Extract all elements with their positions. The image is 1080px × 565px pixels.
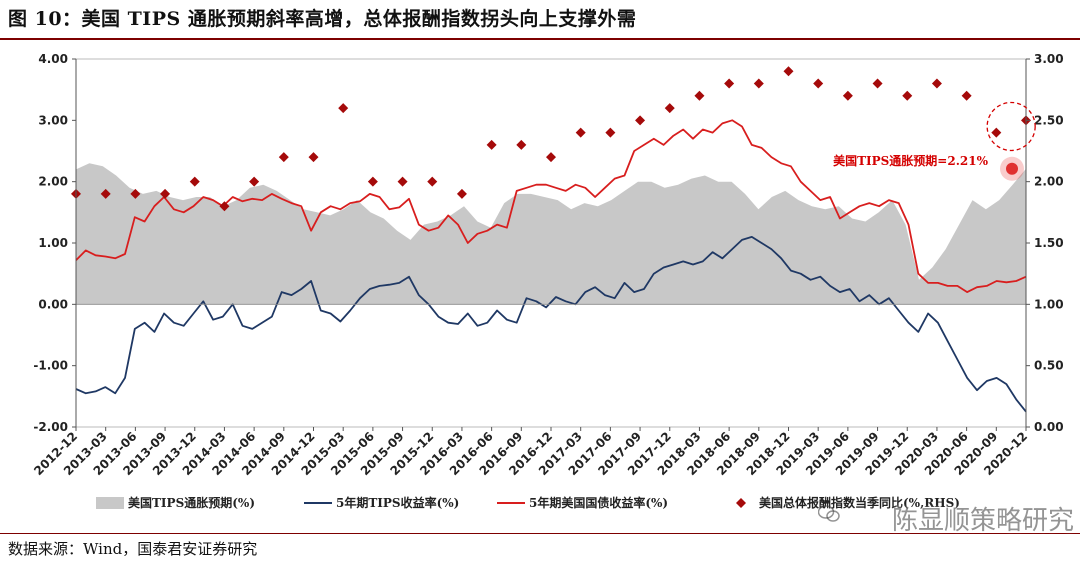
legend-label: 美国TIPS通胀预期(%) <box>128 495 255 510</box>
left-axis-label: 3.00 <box>38 113 68 127</box>
highlight-circle <box>986 101 1036 152</box>
tips-inflation-area <box>76 163 1026 305</box>
compensation-point <box>160 188 171 199</box>
compensation-point <box>931 78 942 89</box>
compensation-point <box>575 127 586 138</box>
right-axis-label: 3.00 <box>1034 52 1064 66</box>
compensation-point <box>486 139 497 150</box>
compensation-point <box>635 115 646 126</box>
annotation-label: 美国TIPS通胀预期=2.21% <box>833 153 989 168</box>
right-axis-label: 0.50 <box>1034 359 1064 373</box>
compensation-point <box>694 90 705 101</box>
right-axis-label: 0.00 <box>1034 420 1064 434</box>
compensation-point <box>872 78 883 89</box>
compensation-point <box>842 90 853 101</box>
right-axis-label: 1.00 <box>1034 297 1064 311</box>
legend-label: 5年期美国国债收益率(%) <box>529 495 668 510</box>
legend: 美国TIPS通胀预期(%) 5年期TIPS收益率(%) 5年期美国国债收益率(%) 美… <box>96 495 960 510</box>
line-series <box>75 119 1027 413</box>
left-axis-label: 2.00 <box>38 175 68 189</box>
title-rule <box>0 38 1080 40</box>
right-axis-label: 2.00 <box>1034 175 1064 189</box>
legend-label: 美国总体报酬指数当季同比(%,RHS) <box>759 495 960 510</box>
wechat-icon <box>818 505 840 522</box>
chart: -2.00 -1.00 0.00 1.00 2.00 3.00 4.00 0.00 0.50 1.… <box>31 52 1064 510</box>
compensation-point <box>189 176 200 187</box>
compensation-point <box>753 78 764 89</box>
right-axis-label: 2.50 <box>1034 113 1064 127</box>
compensation-point <box>724 78 735 89</box>
right-axis-label: 1.50 <box>1034 236 1064 250</box>
compensation-point <box>516 139 527 150</box>
left-axis-label: 4.00 <box>38 52 68 66</box>
compensation-point <box>130 188 141 199</box>
compensation-point <box>308 152 319 163</box>
compensation-point <box>813 78 824 89</box>
source-note: 数据来源：Wind，国泰君安证券研究 <box>8 540 258 558</box>
tips-yield-line <box>75 235 1027 413</box>
compensation-point <box>100 188 111 199</box>
compensation-point <box>991 127 1002 138</box>
legend-label: 5年期TIPS收益率(%) <box>336 495 459 510</box>
source-rule <box>0 533 1080 534</box>
left-axis-label: -2.00 <box>33 420 68 434</box>
compensation-point <box>546 152 556 163</box>
legend-swatch-compensation <box>736 498 746 508</box>
left-axis-label: 1.00 <box>38 236 68 250</box>
area-series <box>76 163 1026 305</box>
legend-swatch-area <box>96 497 124 509</box>
compensation-point <box>397 176 408 187</box>
compensation-point <box>249 176 260 187</box>
chart-title: 图 10：美国 TIPS 通胀预期斜率高增，总体报酬指数拐头向上支撑外需 <box>8 8 637 30</box>
annotation-dot <box>1006 162 1018 175</box>
compensation-point <box>902 90 913 101</box>
compensation-point <box>219 201 230 212</box>
scatter-series <box>71 66 1031 212</box>
annotation: 美国TIPS通胀预期=2.21% <box>833 101 1036 181</box>
compensation-point <box>338 103 349 114</box>
compensation-point <box>278 152 289 163</box>
left-axis-label: -1.00 <box>33 359 68 373</box>
compensation-point <box>367 176 378 187</box>
treasury-yield-line <box>75 119 1027 294</box>
left-axis-label: 0.00 <box>38 297 68 311</box>
compensation-point <box>456 188 467 199</box>
compensation-point <box>961 90 972 101</box>
compensation-point <box>783 66 794 77</box>
watermark: 陈显顺策略研究 <box>891 506 1074 536</box>
compensation-point <box>605 127 616 138</box>
compensation-point <box>427 176 438 187</box>
compensation-point <box>664 103 675 114</box>
